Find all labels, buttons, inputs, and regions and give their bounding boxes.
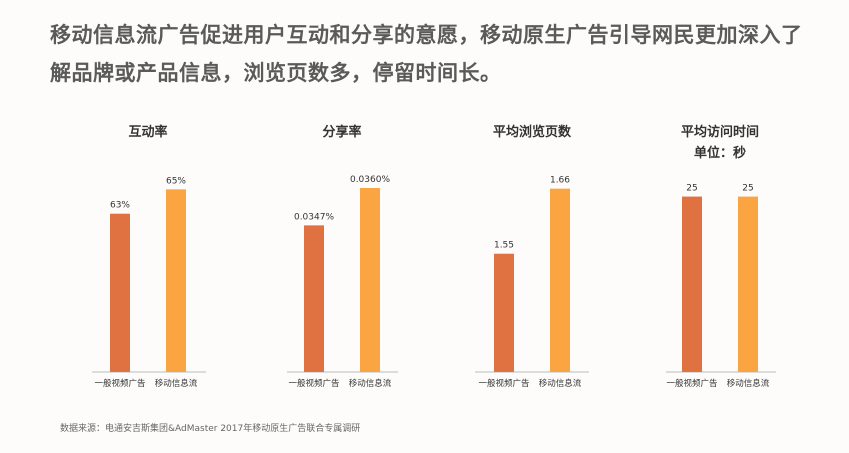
chart-title: 互动率	[128, 124, 167, 140]
bar	[304, 225, 324, 372]
data-label: 25	[686, 184, 697, 194]
bar	[682, 196, 702, 372]
source-note: 数据来源：电通安吉斯集团&AdMaster 2017年移动原生广告联合专属调研	[60, 424, 361, 434]
category-label: 一般视频广告	[94, 378, 145, 389]
bar	[550, 188, 570, 372]
chart-title: 平均浏览页数	[493, 124, 572, 140]
data-label: 0.0347%	[294, 212, 334, 222]
bar	[360, 188, 380, 372]
category-label: 移动信息流	[155, 378, 198, 389]
data-label: 63%	[110, 201, 130, 211]
bar	[110, 213, 130, 372]
chart-subtitle: 单位：秒	[694, 145, 746, 161]
chart-3: 平均浏览页数 1.55 一般视频广告 1.66 移动信息流	[475, 124, 589, 389]
data-label: 1.66	[550, 176, 570, 186]
category-label: 移动信息流	[349, 378, 392, 389]
category-label: 一般视频广告	[288, 378, 339, 389]
category-label: 移动信息流	[539, 378, 582, 389]
chart-2: 分享率 0.0347% 一般视频广告 0.0360% 移动信息流	[287, 124, 398, 389]
bar	[738, 196, 758, 372]
chart-1: 互动率 63% 一般视频广告 65% 移动信息流	[92, 124, 206, 389]
bar	[166, 189, 186, 372]
category-label: 一般视频广告	[666, 378, 717, 389]
data-label: 65%	[166, 176, 186, 186]
data-label: 0.0360%	[350, 175, 390, 185]
chart-title: 平均访问时间	[681, 124, 759, 140]
category-label: 移动信息流	[727, 378, 770, 389]
data-label: 1.55	[494, 241, 514, 251]
category-label: 一般视频广告	[478, 378, 529, 389]
bar	[494, 253, 514, 372]
data-label: 25	[742, 184, 753, 194]
headline: 移动信息流广告促进用户互动和分享的意愿，移动原生广告引导网民更加深入了解品牌或产…	[50, 23, 803, 85]
chart-title: 分享率	[322, 124, 361, 140]
